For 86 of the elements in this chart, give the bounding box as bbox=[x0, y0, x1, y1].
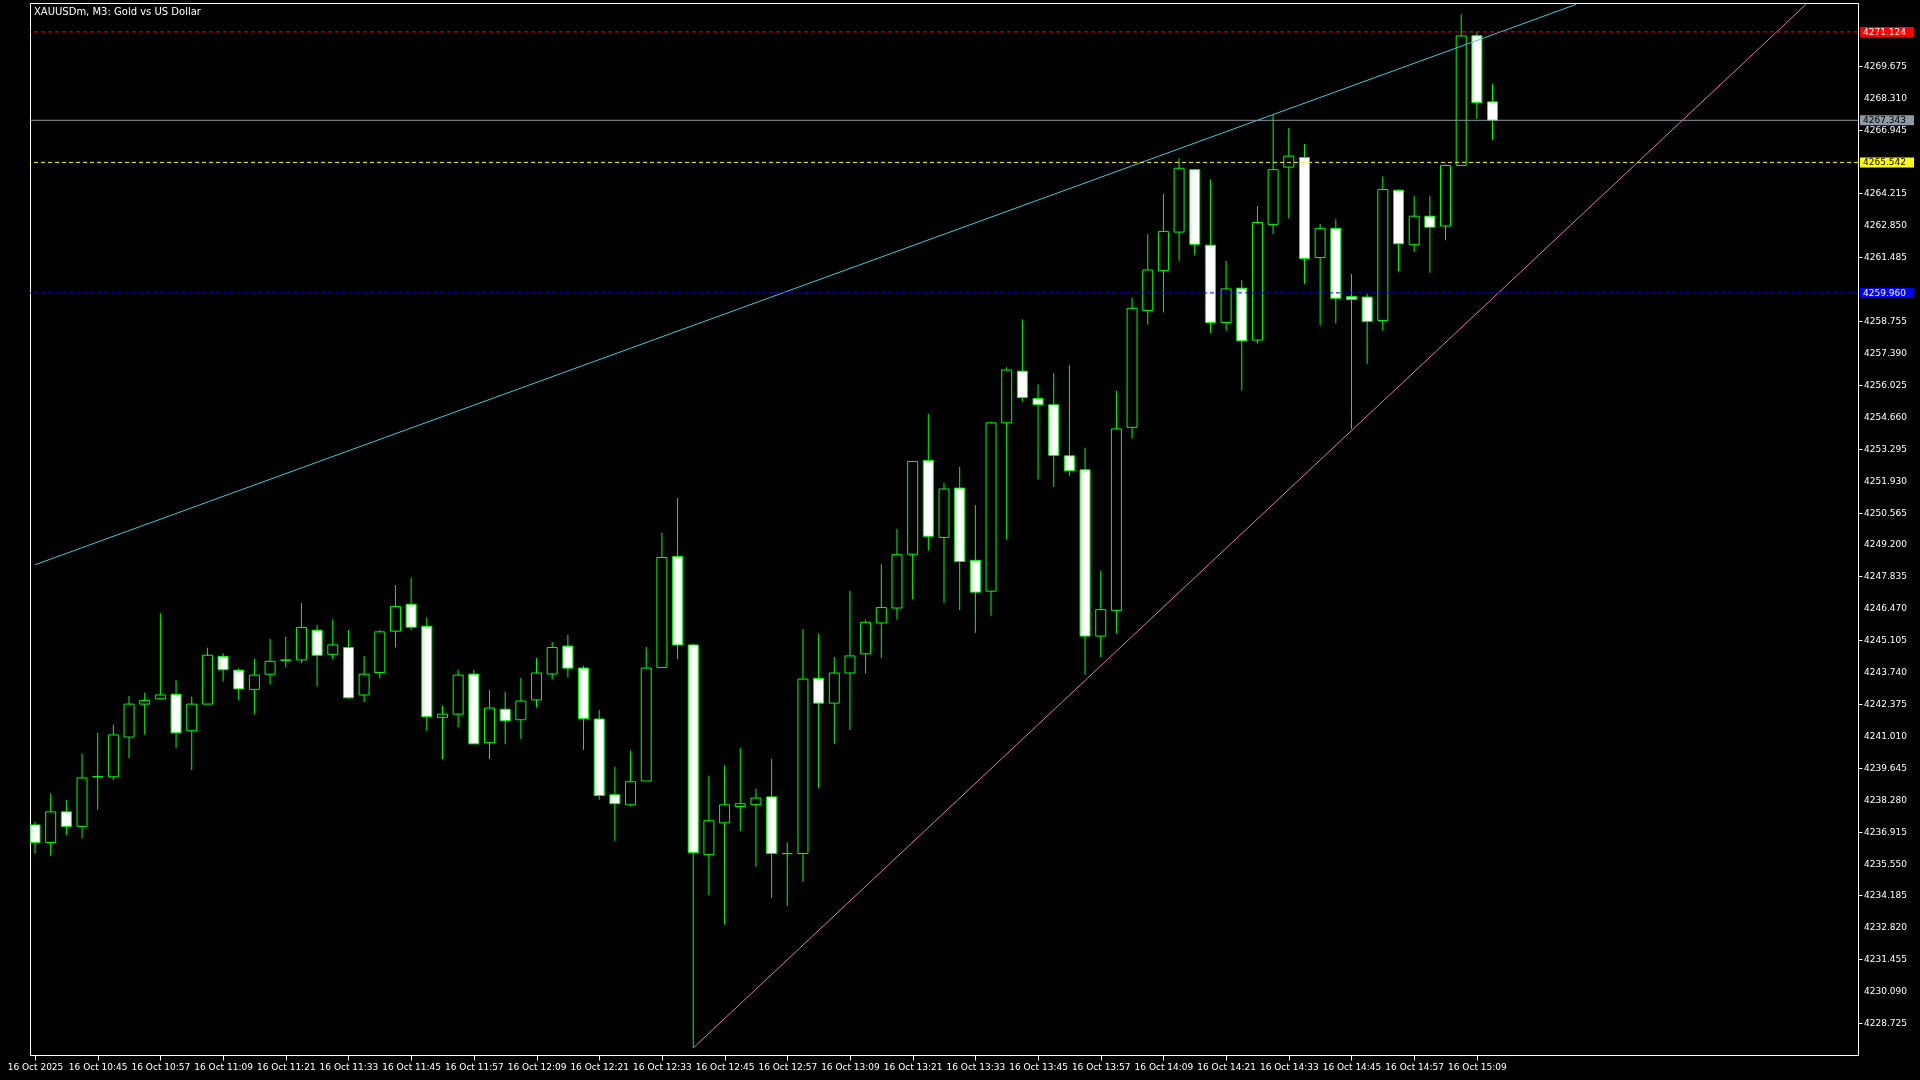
y-tick-label: 4262.850 bbox=[1864, 220, 1908, 231]
x-tick-label: 16 Oct 14:21 bbox=[1197, 1061, 1256, 1072]
ref-line-label: 4265.542 bbox=[1863, 157, 1906, 168]
y-tick-label: 4258.755 bbox=[1864, 316, 1907, 327]
candlestick bbox=[1345, 273, 1357, 430]
chart-title: XAUUSDm, M3: Gold vs US Dollar bbox=[34, 6, 202, 17]
candlestick bbox=[358, 655, 370, 703]
candlestick bbox=[139, 692, 151, 735]
x-tick-label: 16 Oct 14:33 bbox=[1259, 1061, 1319, 1072]
y-tick-label: 4266.945 bbox=[1864, 124, 1907, 135]
y-tick-label: 4250.565 bbox=[1864, 507, 1907, 518]
x-tick-label: 16 Oct 14:57 bbox=[1385, 1061, 1445, 1072]
y-tick-label: 4268.310 bbox=[1864, 92, 1908, 103]
y-tick-label: 4234.185 bbox=[1864, 890, 1907, 901]
candlestick bbox=[1283, 127, 1295, 219]
y-tick-label: 4251.930 bbox=[1864, 475, 1908, 486]
x-tick-label: 16 Oct 13:57 bbox=[1071, 1061, 1131, 1072]
y-tick-label: 4257.390 bbox=[1864, 347, 1908, 358]
y-tick-label: 4230.090 bbox=[1864, 986, 1908, 997]
y-tick-label: 4256.025 bbox=[1864, 379, 1907, 390]
y-tick-label: 4246.470 bbox=[1864, 603, 1908, 614]
x-tick-label: 16 Oct 12:45 bbox=[695, 1061, 755, 1072]
candlestick bbox=[154, 612, 166, 700]
x-tick-label: 16 Oct 13:09 bbox=[821, 1061, 881, 1072]
candlestick bbox=[625, 749, 637, 807]
x-tick-label: 16 Oct 2025 bbox=[7, 1061, 64, 1072]
ref-line-label: 4267.343 bbox=[1863, 115, 1906, 126]
y-tick-label: 4239.645 bbox=[1864, 762, 1907, 773]
x-tick-label: 16 Oct 12:21 bbox=[570, 1061, 630, 1072]
y-tick-label: 4247.835 bbox=[1864, 571, 1907, 582]
y-tick-label: 4235.550 bbox=[1864, 858, 1908, 869]
y-tick-label: 4253.295 bbox=[1864, 443, 1907, 454]
y-tick-label: 4243.740 bbox=[1864, 667, 1908, 678]
y-tick-label: 4264.215 bbox=[1864, 188, 1907, 199]
x-tick-label: 16 Oct 15:09 bbox=[1448, 1061, 1507, 1072]
y-tick-label: 4249.200 bbox=[1864, 539, 1908, 550]
y-tick-label: 4245.105 bbox=[1864, 635, 1907, 646]
ref-line-label: 4259.960 bbox=[1863, 287, 1907, 298]
x-tick-label: 16 Oct 11:09 bbox=[194, 1061, 254, 1072]
y-tick-label: 4231.455 bbox=[1864, 954, 1907, 965]
y-tick-label: 4254.660 bbox=[1864, 411, 1908, 422]
candlestick bbox=[844, 590, 856, 731]
candlestick bbox=[60, 799, 72, 836]
candlestick bbox=[405, 577, 417, 631]
candlestick bbox=[280, 636, 292, 668]
y-tick-label: 4238.280 bbox=[1864, 794, 1908, 805]
candlestick bbox=[1487, 83, 1499, 141]
ref-line-label: 4271.124 bbox=[1863, 26, 1907, 37]
x-tick-label: 16 Oct 12:33 bbox=[633, 1061, 692, 1072]
candlestick bbox=[1032, 383, 1044, 481]
candlestick bbox=[1424, 195, 1436, 274]
x-tick-label: 16 Oct 11:33 bbox=[319, 1061, 379, 1072]
x-tick-label: 16 Oct 13:21 bbox=[883, 1061, 943, 1072]
candlestick bbox=[734, 747, 746, 832]
x-tick-label: 16 Oct 11:45 bbox=[382, 1061, 441, 1072]
x-tick-label: 16 Oct 13:45 bbox=[1009, 1061, 1068, 1072]
candlestick bbox=[515, 677, 527, 740]
x-tick-label: 16 Oct 11:21 bbox=[256, 1061, 316, 1072]
x-tick-label: 16 Oct 11:57 bbox=[444, 1061, 504, 1072]
candlestick bbox=[436, 705, 448, 760]
candlestick bbox=[609, 766, 621, 842]
y-tick-label: 4269.675 bbox=[1864, 60, 1907, 71]
y-tick-label: 4261.485 bbox=[1864, 252, 1907, 263]
candlestick bbox=[248, 658, 260, 715]
candlestick bbox=[1063, 364, 1075, 477]
x-tick-label: 16 Oct 12:57 bbox=[758, 1061, 818, 1072]
candlestick bbox=[327, 618, 339, 660]
candlestick bbox=[217, 652, 229, 683]
x-tick-label: 16 Oct 14:09 bbox=[1134, 1061, 1194, 1072]
candlestick bbox=[719, 764, 731, 926]
candlestick bbox=[562, 634, 574, 678]
x-tick-label: 16 Oct 13:33 bbox=[946, 1061, 1006, 1072]
y-tick-label: 4228.725 bbox=[1864, 1018, 1907, 1029]
x-tick-label: 16 Oct 12:09 bbox=[507, 1061, 567, 1072]
candlestick bbox=[264, 638, 276, 685]
y-tick-label: 4241.010 bbox=[1864, 730, 1908, 741]
x-tick-label: 16 Oct 10:45 bbox=[68, 1061, 128, 1072]
candlestick bbox=[233, 667, 245, 701]
candlestick bbox=[499, 691, 511, 745]
y-tick-label: 4232.820 bbox=[1864, 922, 1908, 933]
x-tick-label: 16 Oct 14:45 bbox=[1322, 1061, 1382, 1072]
x-tick-label: 16 Oct 10:57 bbox=[131, 1061, 191, 1072]
candlestick bbox=[875, 563, 887, 659]
y-tick-label: 4242.375 bbox=[1864, 698, 1907, 709]
y-tick-label: 4236.915 bbox=[1864, 826, 1907, 837]
candlestick bbox=[750, 788, 762, 868]
